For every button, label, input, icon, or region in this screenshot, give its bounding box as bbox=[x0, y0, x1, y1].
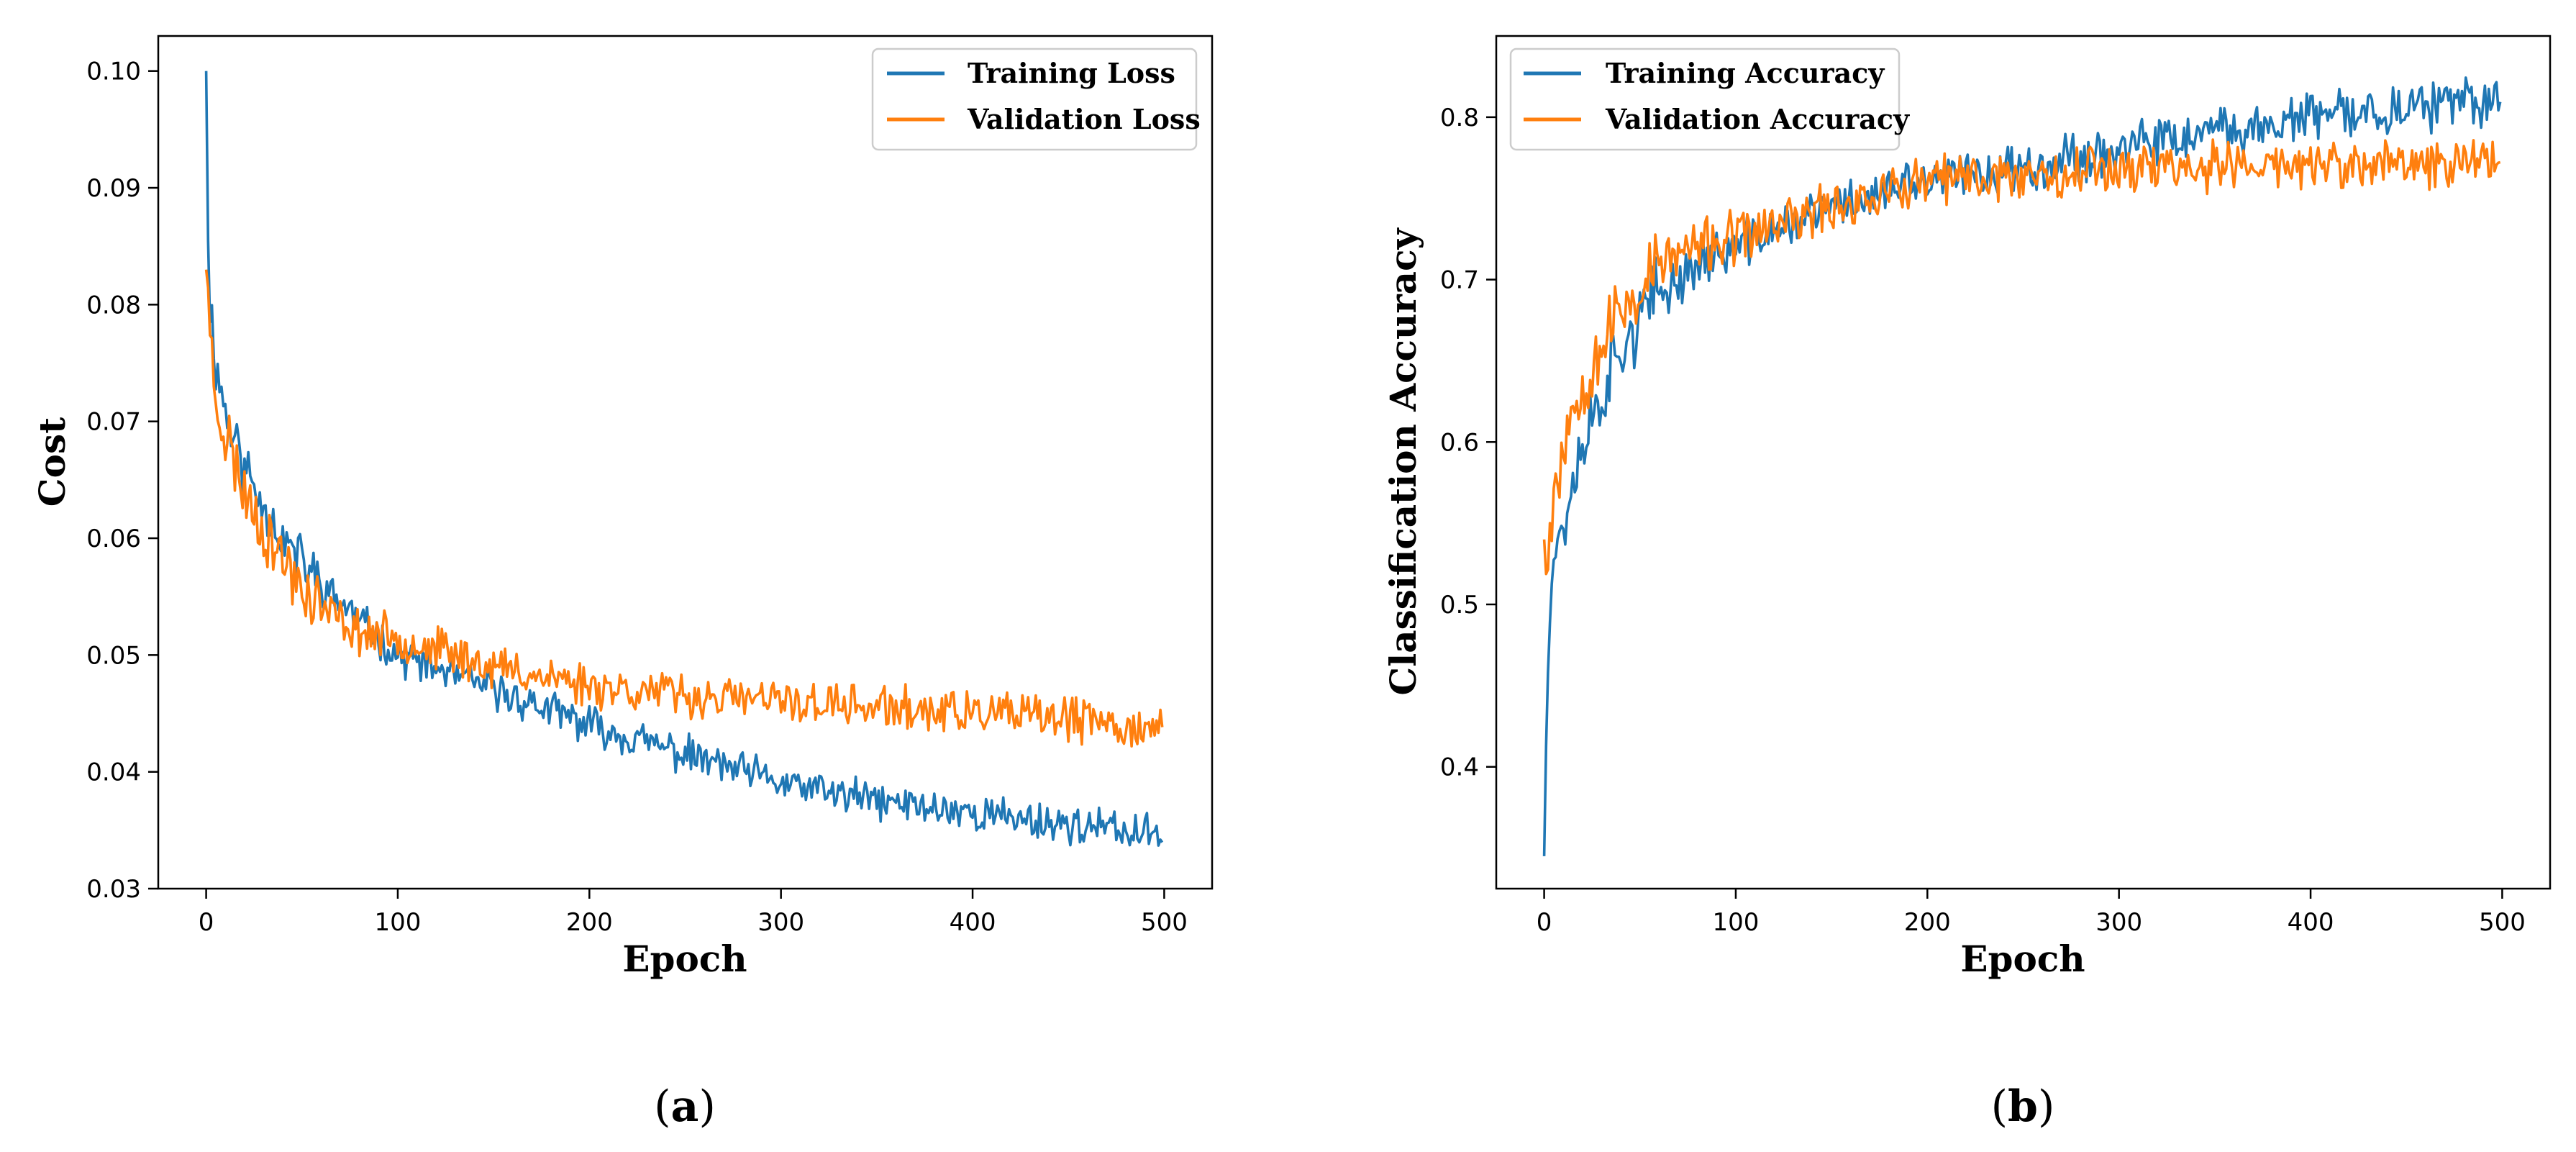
y-tick-label: 0.06 bbox=[86, 525, 141, 553]
legend-label-validation-loss: Validation Loss bbox=[967, 103, 1201, 135]
legend-frame-b bbox=[1509, 47, 1901, 151]
y-tick-label: 0.03 bbox=[86, 875, 141, 904]
caption-b: (b) bbox=[1991, 1081, 2055, 1132]
x-tick-label: 100 bbox=[375, 908, 422, 937]
y-tick-label: 0.5 bbox=[1440, 591, 1479, 620]
series-line-validation-accuracy bbox=[1542, 138, 2501, 576]
y-tick-label: 0.07 bbox=[86, 408, 141, 437]
x-tick-label: 400 bbox=[950, 908, 996, 937]
x-tick-label: 0 bbox=[1537, 908, 1552, 937]
plot-frame-a bbox=[157, 35, 1214, 890]
xaxis-b: 0 100 200 300 400 500 bbox=[1537, 889, 2526, 937]
x-tick-label: 300 bbox=[757, 908, 804, 937]
legend-frame-a bbox=[871, 47, 1198, 151]
y-tick-label: 0.10 bbox=[86, 58, 141, 86]
x-axis-label-b: Epoch bbox=[1960, 938, 2085, 980]
caption-letter-a: a bbox=[671, 1081, 699, 1132]
caption-letter-b: b bbox=[2008, 1081, 2038, 1132]
yaxis-b: 0.4 0.5 0.6 0.7 0.8 bbox=[1440, 104, 1496, 782]
legend-b: Training Accuracy Validation Accuracy bbox=[1509, 47, 1910, 151]
legend-label-training-accuracy: Training Accuracy bbox=[1606, 57, 1885, 89]
x-tick-label: 300 bbox=[2095, 908, 2142, 937]
y-tick-label: 0.4 bbox=[1440, 753, 1479, 782]
panel-b: 0 100 200 300 400 500 0.4 0.5 0.6 0.7 0.8 Trainin… bbox=[1382, 35, 2552, 1132]
panel-a: 0 100 200 300 400 500 0.030.040.050.060.070.0… bbox=[31, 35, 1214, 1132]
caption-a: (a) bbox=[654, 1081, 716, 1132]
y-tick-label: 0.05 bbox=[86, 641, 141, 670]
x-tick-label: 500 bbox=[2479, 908, 2526, 937]
legend-label-training-loss: Training Loss bbox=[968, 57, 1175, 89]
y-tick-label: 0.09 bbox=[86, 174, 141, 203]
y-axis-label-b: Classification Accuracy bbox=[1382, 227, 1424, 695]
x-tick-label: 400 bbox=[2288, 908, 2334, 937]
x-axis-label-a: Epoch bbox=[622, 938, 747, 980]
yaxis-a: 0.03 0.04 0.05 0.06 0.07 0.08 0.09 0.10 bbox=[86, 58, 158, 904]
y-tick-label: 0.6 bbox=[1440, 428, 1479, 457]
y-tick-label: 0.08 bbox=[86, 291, 141, 319]
legend-a: Training Loss Validation Loss bbox=[871, 47, 1201, 151]
y-axis-label-a: Cost bbox=[31, 417, 73, 507]
series-line-training-loss bbox=[204, 71, 1164, 847]
x-tick-label: 100 bbox=[1713, 908, 1760, 937]
y-tick-label: 0.04 bbox=[86, 758, 141, 787]
legend-label-validation-accuracy: Validation Accuracy bbox=[1605, 103, 1910, 135]
x-tick-label: 200 bbox=[1904, 908, 1951, 937]
x-tick-label: 200 bbox=[566, 908, 613, 937]
x-tick-label: 500 bbox=[1141, 908, 1188, 937]
xaxis-a: 0 100 200 300 400 500 bbox=[199, 889, 1188, 937]
y-tick-label: 0.7 bbox=[1440, 266, 1479, 295]
plot-frame-b bbox=[1495, 35, 2552, 890]
y-tick-label: 0.8 bbox=[1440, 104, 1479, 132]
series-group-a bbox=[204, 71, 1164, 847]
series-group-b bbox=[1542, 76, 2502, 856]
series-line-validation-loss bbox=[204, 269, 1164, 748]
x-tick-label: 0 bbox=[199, 908, 214, 937]
